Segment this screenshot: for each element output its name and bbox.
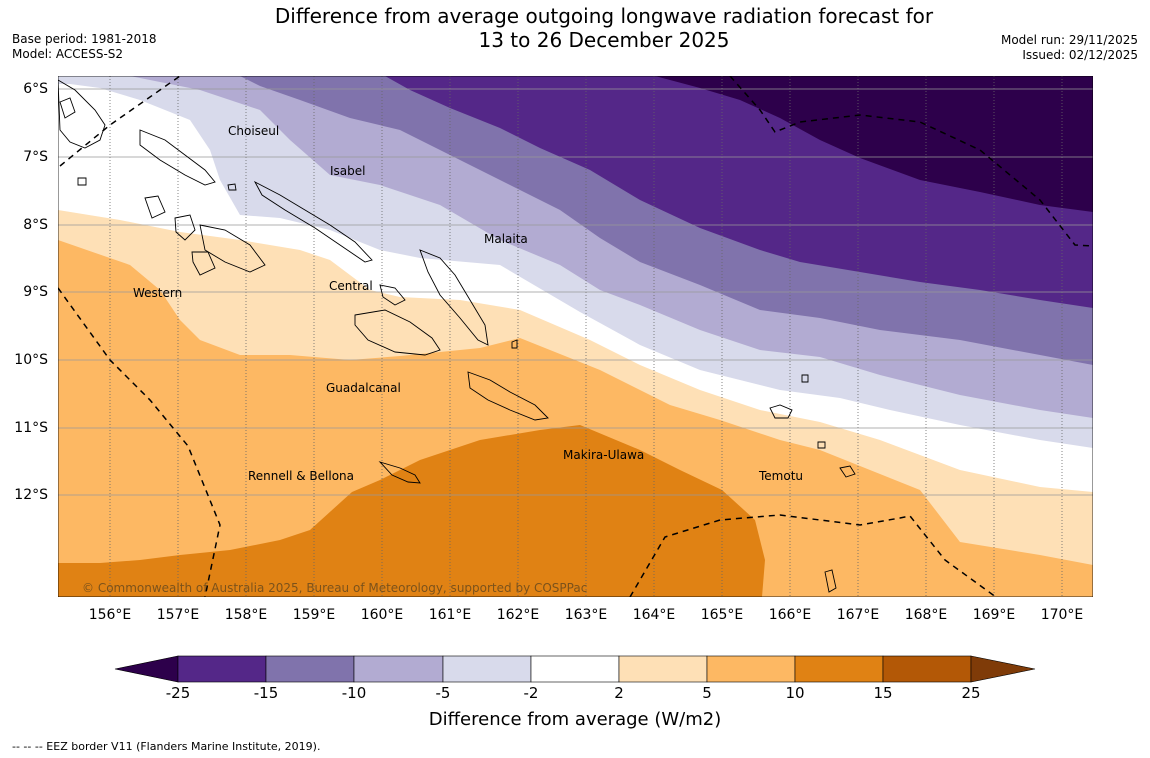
lon-label: 165°E [700, 607, 744, 623]
colorbar-tick: -5 [435, 684, 451, 702]
base-period: Base period: 1981-2018 [12, 32, 157, 46]
model-run: Model run: 29/11/2025 [1000, 33, 1138, 47]
lat-label: 10°S [14, 352, 48, 368]
lon-label: 157°E [156, 607, 200, 623]
lon-label: 169°E [972, 607, 1016, 623]
lon-label: 159°E [292, 607, 336, 623]
colorbar-segment-neg15-neg10 [265, 655, 355, 683]
lat-label: 12°S [14, 487, 48, 503]
place-label-malaita: Malaita [484, 232, 528, 246]
lon-label: 164°E [632, 607, 676, 623]
eez-border [58, 76, 1093, 597]
colorbar-tick: 5 [702, 684, 712, 702]
colorbar-segment-gt-25 [970, 655, 1036, 683]
colorbar-label: Difference from average (W/m2) [428, 709, 722, 730]
lat-label: 9°S [23, 284, 48, 300]
lon-label: 168°E [904, 607, 948, 623]
lon-label: 167°E [836, 607, 880, 623]
place-label-rennell-bellona: Rennell & Bellona [248, 469, 355, 483]
copyright-notice: © Commonwealth of Australia 2025, Bureau… [82, 581, 588, 595]
title-line-1: Difference from average outgoing longwav… [274, 4, 934, 28]
colorbar-tick: -15 [253, 684, 279, 702]
colorbar-segment-15-25 [882, 655, 972, 683]
lat-label: 8°S [23, 217, 48, 233]
lat-label: 7°S [23, 149, 48, 165]
lat-label: 6°S [23, 81, 48, 97]
place-label-western: Western [133, 286, 183, 300]
colorbar-segment-lt-neg25 [114, 655, 179, 683]
lat-label: 11°S [14, 420, 48, 436]
place-label-central: Central [329, 279, 373, 293]
colorbar-segment-neg10-neg5 [353, 655, 444, 683]
coastlines [58, 79, 856, 593]
title-line-2: 13 to 26 December 2025 [478, 28, 730, 52]
place-label-guadalcanal: Guadalcanal [326, 381, 401, 395]
colorbar-segment-neg5-neg2 [442, 655, 532, 683]
place-label-isabel: Isabel [330, 164, 366, 178]
colorbar-tick: 10 [785, 684, 805, 702]
lon-label: 156°E [88, 607, 132, 623]
colorbar-segment-2-5 [618, 655, 708, 683]
colorbar-tick: -2 [523, 684, 539, 702]
lon-label: 162°E [496, 607, 540, 623]
model-name: Model: ACCESS-S2 [12, 47, 124, 61]
lon-label: 163°E [564, 607, 608, 623]
place-label-makira-ulawa: Makira-Ulawa [563, 448, 645, 462]
place-label-choiseul: Choiseul [228, 124, 280, 138]
colorbar [114, 655, 1036, 683]
band-below-neg25 [655, 76, 1093, 212]
lon-label: 158°E [224, 607, 268, 623]
lon-label: 170°E [1040, 607, 1084, 623]
lon-label: 160°E [360, 607, 404, 623]
colorbar-tick: -10 [341, 684, 367, 702]
issued-date: Issued: 02/12/2025 [1022, 48, 1138, 62]
colorbar-segment-neg25-neg15 [177, 655, 267, 683]
place-label-temotu: Temotu [759, 469, 804, 483]
forecast-map [58, 76, 1093, 597]
colorbar-tick: -25 [165, 684, 191, 702]
colorbar-segment-10-15 [794, 655, 884, 683]
colorbar-segment-5-10 [706, 655, 796, 683]
colorbar-tick: 15 [873, 684, 893, 702]
colorbar-tick: 25 [961, 684, 981, 702]
colorbar-segment-neg2-2 [530, 655, 620, 683]
eez-border-note: -- -- -- EEZ border V11 (Flanders Marine… [12, 740, 321, 753]
colorbar-tick: 2 [614, 684, 624, 702]
lon-label: 166°E [768, 607, 812, 623]
lon-label: 161°E [428, 607, 472, 623]
